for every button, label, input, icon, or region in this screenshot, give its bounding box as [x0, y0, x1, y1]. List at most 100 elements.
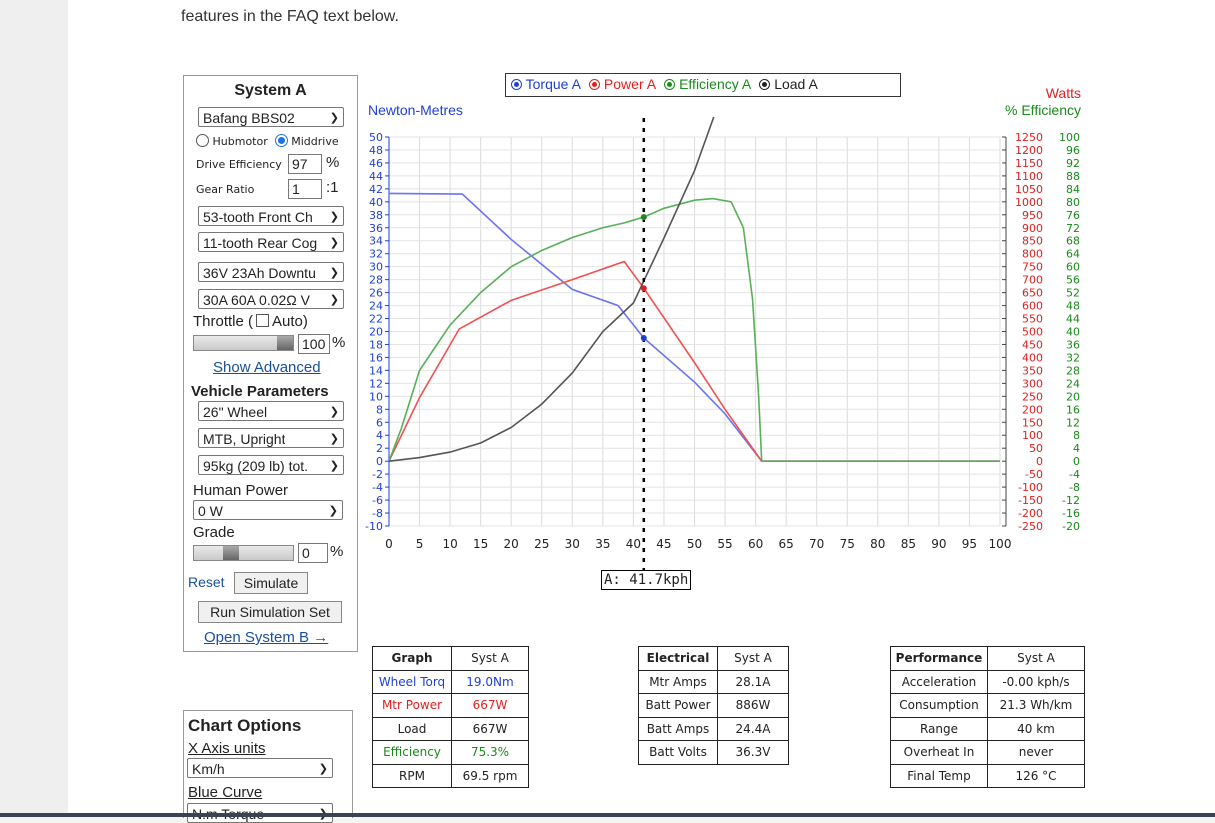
legend-item-power[interactable]: Power A — [589, 76, 655, 92]
table-cell-value: 21.3 Wh/km — [987, 693, 1085, 718]
x-axis-units-select[interactable]: Km/h ❯ — [187, 758, 333, 778]
chart-legend: Torque A Power A Efficiency A Load A — [505, 73, 901, 97]
hubmotor-radio[interactable] — [196, 134, 209, 147]
series-line-power-a — [389, 260, 1000, 462]
efficiency-tick-label: -8 — [1069, 481, 1080, 494]
watts-tick-label: 150 — [1022, 416, 1043, 429]
throttle-slider[interactable] — [193, 335, 294, 351]
show-advanced-link[interactable]: Show Advanced — [213, 359, 321, 376]
chevron-down-icon: ❯ — [318, 763, 328, 775]
x-tick-label: 55 — [717, 537, 732, 551]
x-axis-units-value: Km/h — [192, 761, 225, 777]
efficiency-tick-label: 32 — [1066, 351, 1080, 364]
throttle-percent-label: % — [332, 334, 346, 351]
left-tick-label: 24 — [369, 300, 383, 313]
throttle-input[interactable]: 100 — [298, 334, 330, 354]
watts-tick-label: 200 — [1022, 403, 1043, 416]
efficiency-tick-label: 96 — [1066, 144, 1080, 157]
table-cell-value: 667W — [451, 716, 529, 741]
system-a-panel: System A Bafang BBS02 ❯ Hubmotor Middrive… — [183, 75, 358, 652]
legend-item-load[interactable]: Load A — [759, 76, 818, 92]
hubmotor-label: Hubmotor — [212, 135, 268, 148]
x-tick-label: 20 — [504, 537, 519, 551]
efficiency-tick-label: 52 — [1066, 287, 1080, 300]
left-tick-label: 48 — [369, 144, 383, 157]
grade-input[interactable]: 0 — [298, 543, 328, 563]
frame-select[interactable]: MTB, Upright ❯ — [198, 428, 344, 448]
left-tick-label: -8 — [372, 507, 383, 520]
left-tick-label: -6 — [372, 494, 383, 507]
taskbar-strip — [0, 813, 1215, 817]
battery-select[interactable]: 36V 23Ah Downtu ❯ — [198, 262, 344, 282]
efficiency-tick-label: 24 — [1066, 377, 1080, 390]
radio-icon — [589, 79, 601, 90]
open-system-b-link[interactable]: Open System B → — [204, 629, 329, 646]
left-tick-label: -4 — [372, 481, 383, 494]
table-row: Batt Amps 24.4A — [638, 716, 789, 741]
watts-tick-label: 550 — [1022, 313, 1043, 326]
table-cell-value: never — [987, 740, 1085, 765]
x-tick-label: 90 — [931, 537, 946, 551]
reset-link[interactable]: Reset — [188, 574, 225, 590]
efficiency-tick-label: 8 — [1073, 429, 1080, 442]
chart-options-title: Chart Options — [188, 716, 302, 735]
legend-label-efficiency: Efficiency A — [679, 76, 751, 92]
gear-ratio-label: Gear Ratio — [196, 183, 255, 196]
grade-label: Grade — [193, 524, 235, 541]
watts-tick-label: 1000 — [1015, 196, 1043, 209]
human-power-label: Human Power — [193, 482, 289, 499]
middrive-radio[interactable] — [274, 134, 288, 147]
table-row: Final Temp 126 °C — [890, 763, 1085, 788]
run-simulation-set-button[interactable]: Run Simulation Set — [198, 601, 342, 623]
watts-tick-label: 100 — [1022, 429, 1043, 442]
watts-tick-label: 250 — [1022, 390, 1043, 403]
table-row: Load 667W — [372, 716, 529, 741]
legend-item-efficiency[interactable]: Efficiency A — [664, 76, 750, 92]
left-tick-label: 10 — [369, 390, 383, 403]
efficiency-tick-label: 76 — [1066, 209, 1080, 222]
throttle-label: Throttle ( — [193, 313, 254, 330]
table-header-row: Graph Syst A — [372, 646, 529, 671]
legend-item-torque[interactable]: Torque A — [511, 76, 580, 92]
watts-tick-label: 600 — [1022, 300, 1043, 313]
table-cell-label: Batt Volts — [638, 740, 718, 765]
gear-ratio-input[interactable]: 1 — [288, 179, 322, 199]
throttle-slider-thumb[interactable] — [277, 336, 293, 350]
marker-point-torque-a — [640, 334, 647, 341]
left-tick-label: 44 — [369, 170, 383, 183]
series-line-efficiency-a — [389, 197, 1000, 462]
controller-select[interactable]: 30A 60A 0.02Ω V ❯ — [198, 289, 344, 309]
electrical-table: Electrical Syst A Mtr Amps 28.1A Batt Po… — [638, 646, 789, 765]
grade-slider[interactable] — [193, 545, 294, 561]
watts-tick-label: 350 — [1022, 364, 1043, 377]
x-tick-label: 15 — [473, 537, 488, 551]
watts-tick-label: -100 — [1018, 481, 1043, 494]
left-tick-label: 26 — [369, 287, 383, 300]
left-tick-label: 36 — [369, 222, 383, 235]
weight-select[interactable]: 95kg (209 lb) tot. ❯ — [198, 455, 344, 475]
battery-value: 36V 23Ah Downtu — [203, 265, 316, 281]
table-cell-label: Overheat In — [890, 740, 988, 765]
wheel-select[interactable]: 26" Wheel ❯ — [198, 401, 344, 421]
human-power-select[interactable]: 0 W ❯ — [193, 500, 343, 520]
watts-tick-label: -150 — [1018, 494, 1043, 507]
throttle-auto-checkbox[interactable] — [256, 314, 270, 327]
simulate-button[interactable]: Simulate — [234, 572, 308, 594]
table-row: Wheel Torq 19.0Nm — [372, 669, 529, 694]
performance-table: Performance Syst A Acceleration -0.00 kp… — [890, 646, 1085, 788]
efficiency-tick-label: -16 — [1062, 507, 1080, 520]
watts-tick-label: 400 — [1022, 351, 1043, 364]
left-tick-label: 16 — [369, 351, 383, 364]
watts-tick-label: 0 — [1036, 455, 1043, 468]
drive-efficiency-input[interactable]: 97 — [288, 154, 322, 174]
radio-icon — [759, 79, 771, 90]
weight-value: 95kg (209 lb) tot. — [203, 458, 309, 474]
grade-slider-thumb[interactable] — [223, 546, 239, 560]
rear-cog-select[interactable]: 11-tooth Rear Cog ❯ — [198, 232, 344, 252]
panel-title: System A — [234, 82, 307, 99]
watts-tick-label: 800 — [1022, 248, 1043, 261]
left-tick-label: -10 — [365, 520, 383, 533]
motor-select[interactable]: Bafang BBS02 ❯ — [198, 107, 344, 127]
front-chainring-select[interactable]: 53-tooth Front Ch ❯ — [198, 206, 344, 226]
